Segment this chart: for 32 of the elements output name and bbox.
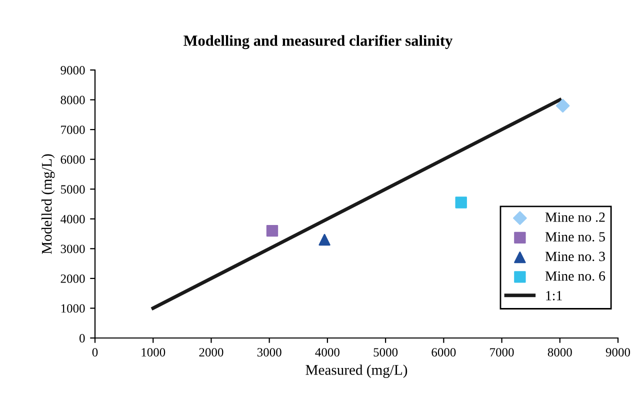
y-tick-label: 3000	[60, 244, 85, 254]
x-tick-label: 3000	[257, 348, 282, 357]
legend-label: Mine no. 3	[545, 252, 605, 262]
y-tick-label: 7000	[61, 126, 85, 134]
y-tick-label: 8000	[60, 96, 85, 104]
x-tick-label: 4000	[315, 348, 340, 357]
x-tick-label: 9000	[606, 348, 630, 357]
chart-title: Modelling and measured clarifier salinity	[184, 34, 453, 50]
x-tick-label: 6000	[432, 348, 456, 357]
y-tick-label: 6000	[60, 155, 85, 164]
legend-label: Mine no. 6	[545, 271, 606, 281]
point	[266, 224, 278, 237]
x-tick-label: 8000	[548, 348, 572, 357]
y-tick-label: 2000	[60, 274, 85, 283]
x-tick-label: 0	[92, 348, 98, 357]
y-tick-label: 5000	[61, 185, 85, 194]
legend-label: 1:1	[546, 291, 562, 300]
y-tick-label: 9000	[60, 66, 85, 74]
x-tick-label: 2000	[199, 348, 224, 357]
point	[455, 196, 467, 208]
x-tick-label: 7000	[490, 348, 514, 357]
y-tick-label: 0	[80, 334, 85, 342]
point	[556, 98, 570, 113]
y-tick-label: 1000	[61, 304, 85, 313]
x-tick-label: 5000	[374, 348, 398, 357]
y-tick-label: 4000	[60, 214, 85, 224]
legend-label: Mine no .2	[545, 212, 605, 222]
x-tick-label: 1000	[142, 348, 166, 357]
y-axis-title: Modelled (mg/L)	[41, 154, 55, 254]
point	[318, 234, 330, 246]
legend-label: Mine no. 5	[545, 232, 605, 242]
x-axis-title: Measured (mg/L)	[306, 364, 408, 378]
